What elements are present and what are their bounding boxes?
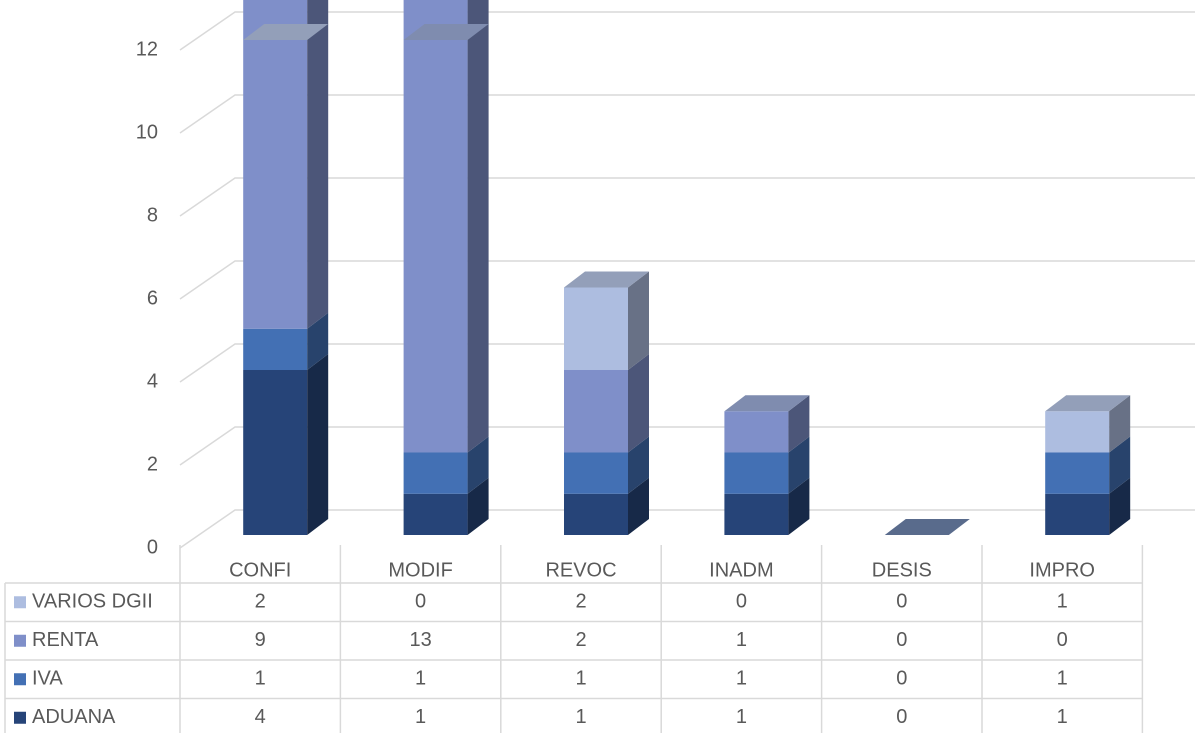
bar-side [628, 477, 649, 535]
y-tick-label: 4 [147, 370, 158, 392]
table-value: 0 [896, 629, 907, 651]
table-value: 0 [415, 591, 426, 613]
grid-line [179, 94, 1195, 134]
y-tick-label: 6 [147, 287, 158, 309]
grid-line [179, 177, 1195, 217]
bar-area [243, 0, 1131, 535]
bar-side [1109, 395, 1131, 453]
legend-label: IVA [32, 668, 63, 690]
bar-segment [243, 328, 308, 370]
bar-side [467, 477, 489, 535]
grid: 0 2 4 6 8 10 12 [136, 11, 1195, 558]
bar-side [467, 0, 489, 453]
bar-segment [724, 452, 789, 494]
bar-side [788, 436, 810, 494]
table-value: 4 [255, 706, 266, 728]
bar-side [628, 436, 649, 494]
legend-swatch [14, 711, 26, 724]
bar-side [1109, 477, 1131, 535]
bar-segment [243, 370, 308, 535]
bar-segment [724, 493, 789, 535]
bar-side [307, 0, 329, 329]
table-value: 1 [736, 706, 747, 728]
bar-segment [403, 0, 468, 453]
table-value: 0 [896, 591, 907, 613]
bar-side [788, 395, 810, 453]
y-tick-label: 0 [147, 536, 158, 558]
x-tick-label: CONFI [229, 559, 291, 581]
y-tick-label: 10 [136, 121, 158, 143]
table-value: 2 [255, 591, 266, 613]
bar-top [564, 271, 649, 288]
table-value: 0 [736, 591, 747, 613]
table-value: 0 [896, 668, 907, 690]
bar-top [724, 395, 810, 412]
legend-swatch [14, 596, 26, 609]
bar-segment [1045, 493, 1110, 535]
legend-label: ADUANA [32, 706, 116, 728]
table-value: 0 [896, 706, 907, 728]
bar-segment [403, 493, 468, 535]
legend-swatch [14, 634, 26, 647]
table-value: 0 [1057, 629, 1068, 651]
bar-side [628, 354, 649, 453]
legend-label: RENTA [32, 629, 99, 651]
legend-swatch [14, 673, 26, 686]
x-tick-label: INADM [709, 559, 773, 581]
bar-top [884, 519, 970, 535]
bar-segment [564, 287, 628, 370]
bar-segment [564, 493, 628, 535]
table-value: 1 [1057, 706, 1068, 728]
x-tick-label: REVOC [545, 559, 616, 581]
grid-line [179, 11, 1195, 51]
table-value: 9 [255, 629, 266, 651]
table-value: 1 [415, 668, 426, 690]
bar-side [788, 477, 810, 535]
table-value: 1 [736, 629, 747, 651]
bar-side [307, 312, 329, 370]
x-tick-label: IMPRO [1029, 559, 1095, 581]
bar-segment [724, 411, 789, 453]
legend-label: VARIOS DGII [32, 591, 153, 613]
bar-side [307, 354, 329, 535]
y-tick-label: 8 [147, 204, 158, 226]
grid-line [179, 260, 1195, 300]
bar-top [1045, 395, 1131, 412]
table-value: 1 [575, 668, 586, 690]
grid-line [179, 426, 1195, 466]
bar-segment [564, 370, 628, 453]
y-tick-label: 2 [147, 453, 158, 475]
table-value: 1 [415, 706, 426, 728]
x-tick-label: DESIS [872, 559, 932, 581]
table-value: 2 [575, 591, 586, 613]
table-value: 1 [1057, 591, 1068, 613]
bar-segment [564, 452, 628, 494]
bar-segment [1045, 411, 1110, 453]
table-value: 1 [736, 668, 747, 690]
table-value: 1 [575, 706, 586, 728]
y-tick-label: 12 [136, 38, 158, 60]
bar-segment [243, 0, 308, 329]
grid-line [179, 343, 1195, 383]
table-value: 2 [575, 629, 586, 651]
x-tick-label: MODIF [388, 559, 452, 581]
bar-segment [403, 452, 468, 494]
data-table: CONFI MODIF REVOC INADM DESIS IMPRO ADUANA 4 1 1 1… [4, 545, 1144, 733]
table-value: 13 [409, 629, 431, 651]
bar-side [628, 271, 649, 370]
bar-side [467, 436, 489, 494]
bar-top [403, 24, 489, 40]
bar-side [1109, 436, 1131, 494]
table-value: 1 [255, 668, 266, 690]
table-value: 1 [1057, 668, 1068, 690]
bars [243, 0, 1131, 535]
bar-top [243, 24, 329, 40]
grid-line [179, 509, 1195, 549]
bar-segment [1045, 452, 1110, 494]
